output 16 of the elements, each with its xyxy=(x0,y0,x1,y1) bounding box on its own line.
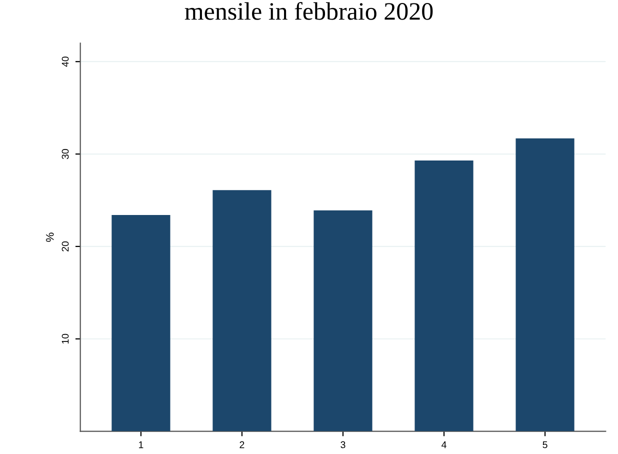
x-tick-label: 1 xyxy=(138,441,144,448)
bar xyxy=(516,138,574,432)
x-tick-label: 5 xyxy=(542,441,548,448)
x-tick-label: 3 xyxy=(340,441,346,448)
y-tick-label: 30 xyxy=(62,149,69,160)
bar xyxy=(414,160,474,432)
y-tick-label: 20 xyxy=(62,241,69,252)
x-tick-label: 4 xyxy=(442,441,446,448)
chart-title: mensile in febbraio 2020 xyxy=(184,2,433,20)
x-tick-label: 2 xyxy=(240,441,244,448)
bar xyxy=(112,215,170,432)
y-tick-label: 40 xyxy=(62,56,69,67)
bar xyxy=(314,210,372,432)
y-axis-title: % xyxy=(46,232,54,242)
bar xyxy=(212,190,272,432)
y-tick-label: 10 xyxy=(62,334,69,344)
